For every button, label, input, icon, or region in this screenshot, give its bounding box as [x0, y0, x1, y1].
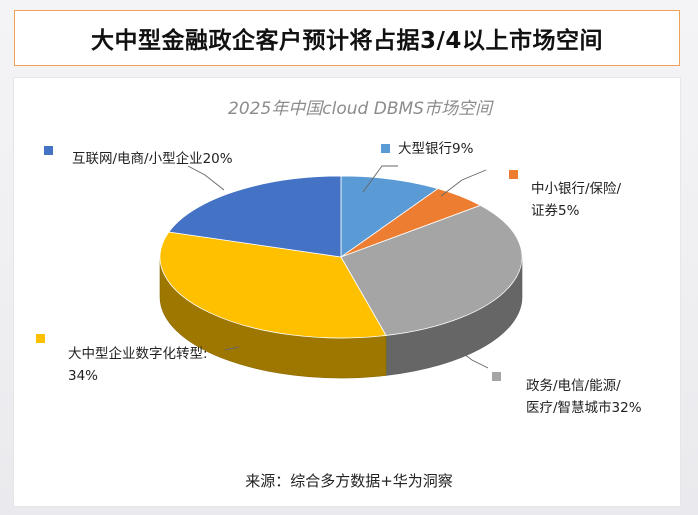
leader-line-large-banks [362, 165, 398, 193]
pie-slice-enterprise [159, 231, 387, 339]
slice-label-government: 政务/电信/能源/ 医疗/智慧城市32% [526, 378, 642, 416]
legend-marker-small-banks [509, 170, 518, 179]
title-banner: 大中型金融政企客户预计将占据3/4以上市场空间 [14, 10, 680, 66]
pie-slice-large-banks [340, 175, 439, 258]
source-note: 来源：综合多方数据+华为洞察 [245, 472, 453, 490]
slice-label-enterprise: 大中型企业数字化转型: 34% [68, 346, 208, 384]
slice-label-small-banks: 中小银行/保险/ 证券5% [531, 181, 622, 219]
banner-title: 大中型金融政企客户预计将占据3/4以上市场空间 [91, 28, 603, 54]
leader-line-small-banks [440, 169, 487, 197]
legend-marker-internet [44, 146, 53, 155]
pie-top [159, 175, 523, 339]
pie-slice-internet [168, 175, 342, 258]
legend-marker-enterprise [36, 334, 45, 343]
legend-marker-government [492, 372, 501, 381]
legend-marker-large-banks [381, 144, 390, 153]
leader-lines [36, 144, 518, 381]
slice-label-large-banks: 大型银行9% [398, 141, 474, 157]
pie-slice-government [340, 204, 523, 336]
slice-label-internet: 互联网/电商/小型企业20% [72, 151, 233, 167]
leader-line-government [448, 342, 489, 369]
chart-title: 2025年中国cloud DBMS市场空间 [228, 99, 492, 119]
leader-line-internet [187, 165, 225, 191]
leader-line-enterprise [224, 346, 240, 351]
